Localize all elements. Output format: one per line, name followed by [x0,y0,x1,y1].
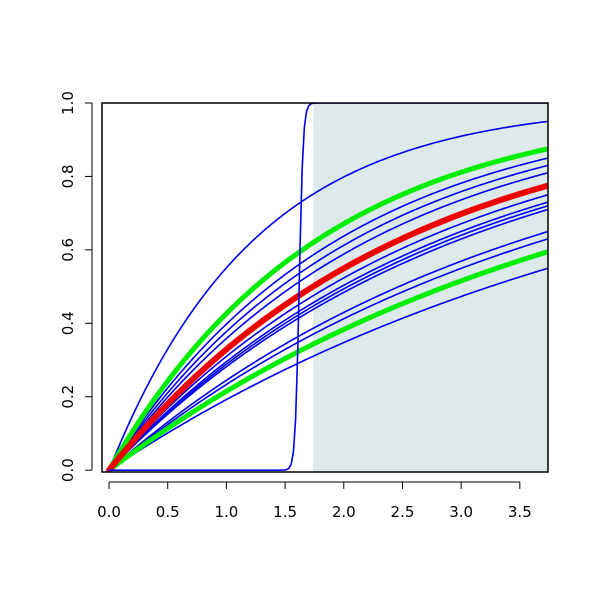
y-tick-label: 0.6 [59,238,77,262]
x-tick-label: 1.0 [214,503,238,521]
plot-frame [101,102,549,473]
x-tick-label: 2.5 [391,503,415,521]
x-tick-label: 2.0 [332,503,356,521]
sample-curve [108,267,548,471]
sample-curve [108,120,548,471]
curves-group [106,103,548,472]
y-tick-label: 0.8 [59,165,77,189]
x-tick-label: 0.5 [156,503,180,521]
center-curve [106,182,548,472]
sample-curve [108,171,548,471]
x-tick-label: 0.0 [97,503,121,521]
band-curve [106,249,548,472]
sample-curve [108,164,548,471]
y-tick-label: 0.2 [59,385,77,409]
y-tick-label: 0.0 [59,458,77,482]
y-tick-label: 0.4 [59,311,77,335]
sample-curve [108,193,548,471]
band-curve [106,146,548,472]
y-tick-label: 1.0 [59,91,77,115]
sample-curve [108,238,548,471]
y-axis: 0.0 0.2 0.4 0.6 0.8 1.0 [59,91,93,482]
sample-curve [108,201,548,471]
sample-curve [108,157,548,471]
sample-curve [108,205,548,471]
x-tick-label: 3.0 [449,503,473,521]
sample-curve [108,208,548,471]
step-curve [108,103,548,471]
sample-curve [108,230,548,471]
x-axis: 0.0 0.5 1.0 1.5 2.0 2.5 3.0 3.5 [97,481,532,521]
x-tick-label: 1.5 [273,503,297,521]
x-tick-label: 3.5 [508,503,532,521]
